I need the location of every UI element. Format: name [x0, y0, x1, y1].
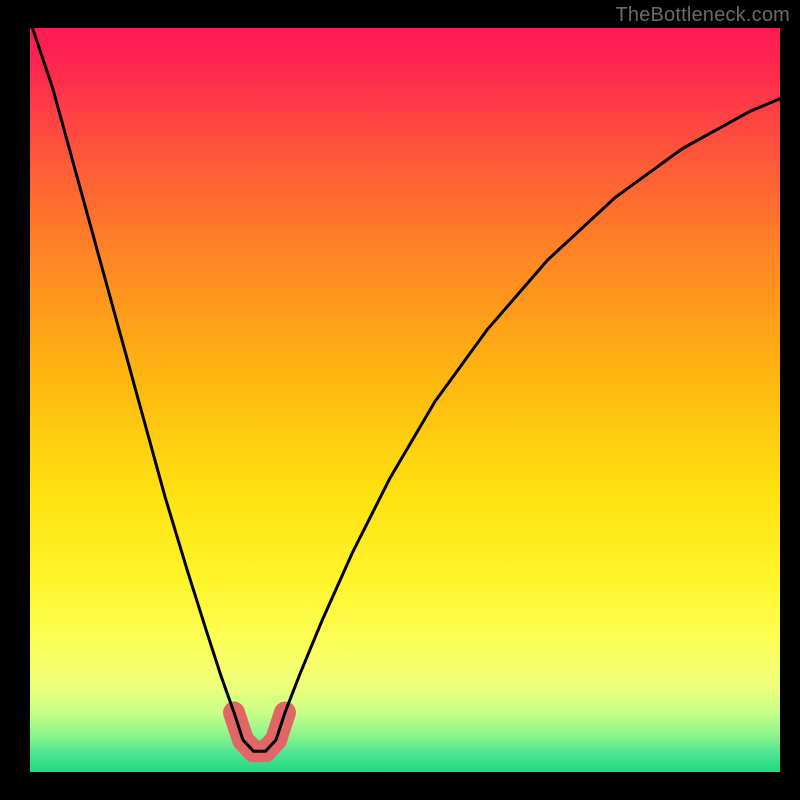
gradient-background	[30, 28, 780, 772]
plot-area	[30, 28, 780, 772]
watermark-text: TheBottleneck.com	[615, 4, 790, 27]
chart-svg	[30, 28, 780, 772]
chart-frame: TheBottleneck.com	[0, 0, 800, 800]
